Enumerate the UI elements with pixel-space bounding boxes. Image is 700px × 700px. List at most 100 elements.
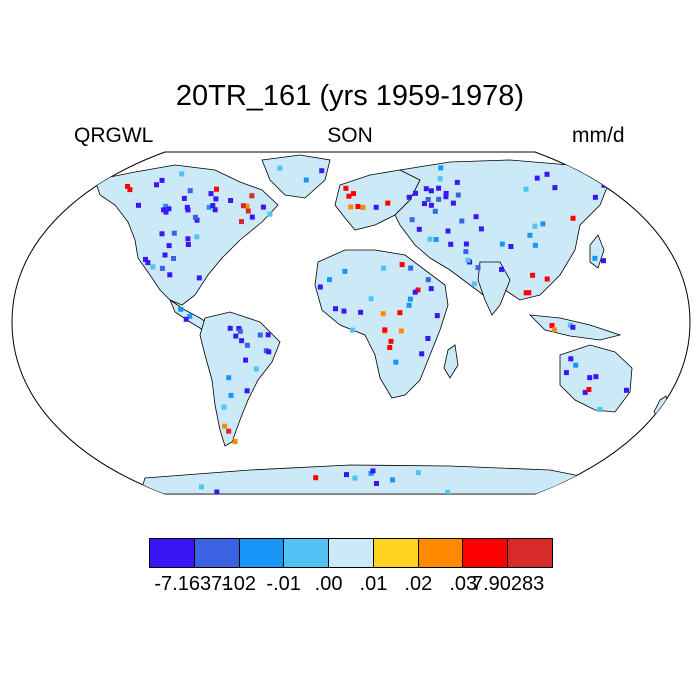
anomaly-cell bbox=[570, 215, 576, 221]
anomaly-cell bbox=[532, 223, 538, 229]
colorbar bbox=[149, 538, 554, 568]
colorbar-tick-label: .02 bbox=[404, 573, 433, 595]
anomaly-cell bbox=[422, 201, 427, 207]
colorbar-swatch bbox=[149, 538, 195, 568]
anomaly-cell bbox=[425, 277, 431, 283]
anomaly-cell bbox=[239, 219, 244, 225]
anomaly-cell bbox=[549, 323, 555, 328]
anomaly-cell bbox=[260, 204, 266, 210]
anomaly-cell bbox=[552, 185, 558, 191]
anomaly-cell bbox=[257, 332, 263, 338]
anomaly-cell bbox=[368, 296, 374, 302]
anomaly-cell bbox=[471, 281, 477, 287]
plot-title: 20TR_161 (yrs 1959-1978) bbox=[175, 80, 525, 112]
anomaly-cell bbox=[233, 333, 239, 339]
anomaly-cell bbox=[162, 252, 168, 258]
colorbar-swatch bbox=[507, 538, 554, 568]
anomaly-cell bbox=[465, 257, 471, 263]
anomaly-cell bbox=[136, 202, 141, 208]
anomaly-cell bbox=[390, 477, 395, 483]
anomaly-cell bbox=[569, 481, 575, 487]
anomaly-cell bbox=[143, 256, 148, 262]
anomaly-cell bbox=[563, 370, 569, 376]
anomaly-cell bbox=[592, 255, 598, 261]
anomaly-cell bbox=[277, 165, 283, 171]
anomaly-cell bbox=[194, 217, 200, 223]
anomaly-cell bbox=[159, 265, 165, 271]
anomaly-cell bbox=[454, 179, 460, 185]
anomaly-cell bbox=[448, 241, 454, 247]
anomaly-cell bbox=[227, 325, 233, 331]
anomaly-cell bbox=[582, 389, 588, 395]
anomaly-cell bbox=[213, 196, 219, 202]
colorbar-tick-label: -.01 bbox=[266, 573, 301, 595]
anomaly-cell bbox=[455, 192, 461, 198]
anomaly-cell bbox=[243, 357, 249, 363]
anomaly-cell bbox=[192, 214, 198, 220]
anomaly-cell bbox=[240, 203, 246, 209]
colorbar-swatch bbox=[372, 538, 419, 568]
anomaly-cell bbox=[624, 387, 629, 393]
anomaly-cell bbox=[237, 328, 243, 334]
anomaly-cell bbox=[346, 193, 352, 199]
africa bbox=[314, 249, 449, 399]
anomaly-cell bbox=[475, 265, 481, 271]
anomaly-cell bbox=[327, 277, 332, 283]
anomaly-cell bbox=[523, 290, 529, 296]
anomaly-cell bbox=[179, 171, 185, 177]
anomaly-cell bbox=[540, 221, 546, 227]
colorbar-swatch bbox=[283, 538, 330, 568]
anomaly-cell bbox=[425, 197, 431, 202]
anomaly-cell bbox=[249, 214, 255, 220]
anomaly-cell bbox=[570, 324, 576, 330]
anomaly-cell bbox=[358, 309, 364, 315]
anomaly-cell bbox=[178, 306, 184, 312]
anomaly-cell bbox=[436, 196, 442, 202]
colorbar-tick-label: -7.16371 bbox=[154, 573, 234, 595]
anomaly-cell bbox=[508, 244, 514, 249]
anomaly-cell bbox=[408, 265, 414, 271]
anomaly-cell bbox=[351, 191, 356, 197]
anomaly-cell bbox=[523, 186, 529, 192]
anomaly-cell bbox=[212, 207, 218, 213]
anomaly-cell bbox=[374, 481, 379, 486]
anomaly-cell bbox=[428, 286, 434, 292]
anomaly-cell bbox=[586, 387, 592, 392]
anomaly-cell bbox=[398, 328, 404, 334]
season-label: SON bbox=[327, 124, 373, 147]
anomaly-cell bbox=[154, 182, 159, 188]
anomaly-cell bbox=[244, 203, 250, 209]
anomaly-cell bbox=[597, 407, 603, 412]
anomaly-cell bbox=[427, 236, 433, 242]
anomaly-cell bbox=[473, 214, 479, 220]
anomaly-cell bbox=[381, 265, 387, 271]
anomaly-cell bbox=[352, 475, 358, 481]
anomaly-cell bbox=[544, 171, 550, 177]
anomaly-cell bbox=[399, 262, 405, 268]
anomaly-cell bbox=[185, 242, 191, 247]
anomaly-cell bbox=[385, 200, 391, 206]
anomaly-cell bbox=[267, 211, 273, 217]
colorbar-swatch bbox=[328, 538, 374, 568]
anomaly-cell bbox=[573, 362, 579, 368]
anomaly-cell bbox=[387, 345, 393, 350]
anomaly-cell bbox=[380, 311, 386, 317]
anomaly-cell bbox=[159, 177, 165, 183]
anomaly-cell bbox=[319, 168, 325, 174]
anomaly-cell bbox=[127, 187, 133, 193]
anomaly-cell bbox=[433, 237, 439, 242]
anomaly-cell bbox=[185, 207, 191, 213]
anomaly-cell bbox=[437, 176, 443, 182]
colorbar-tick-label: 7.90283 bbox=[471, 573, 545, 595]
anomaly-cell bbox=[214, 489, 220, 494]
anomaly-cell bbox=[167, 272, 173, 278]
anomaly-cell bbox=[163, 203, 169, 209]
anomaly-cell bbox=[232, 439, 238, 444]
anomaly-cell bbox=[415, 470, 421, 476]
anomaly-cell bbox=[266, 349, 272, 355]
anomaly-cell bbox=[432, 208, 438, 214]
colorbar-tick-label: .01 bbox=[359, 573, 388, 595]
anomaly-cell bbox=[228, 198, 234, 203]
colorbar-tick-label: .03 bbox=[449, 573, 478, 595]
units-label: mm/d bbox=[572, 124, 625, 147]
